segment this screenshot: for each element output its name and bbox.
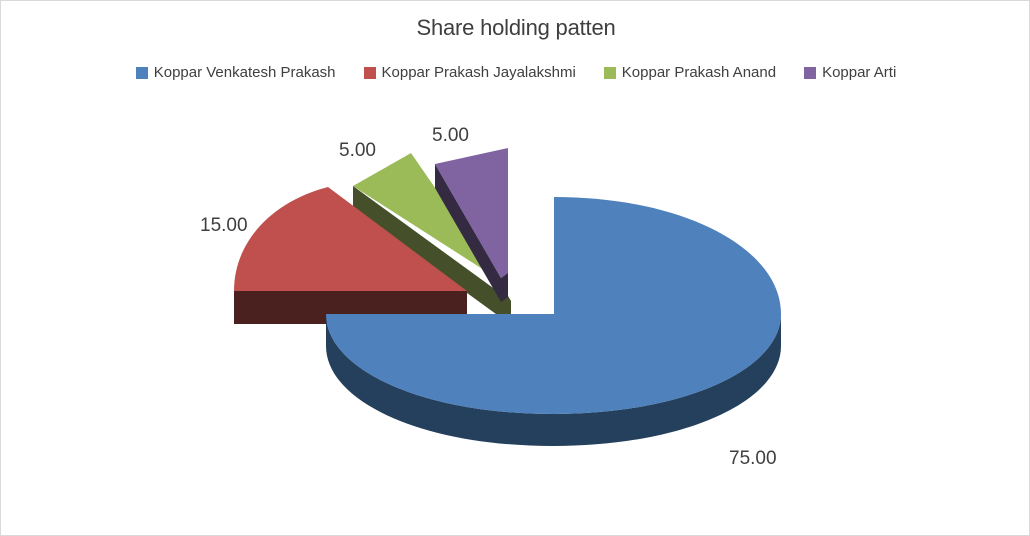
pie-slice-koppar-arti[interactable]: [435, 148, 508, 302]
pie-slice-top-red: [234, 187, 467, 291]
pie-slice-top-purple: [435, 148, 508, 278]
chart-title: Share holding patten: [416, 15, 616, 40]
legend-swatch-icon: [135, 66, 148, 79]
legend-item-koppar-arti[interactable]: Koppar Arti: [804, 64, 896, 81]
legend-item-koppar-venkatesh-prakash[interactable]: Koppar Venkatesh Prakash: [135, 64, 336, 81]
legend-swatch-icon: [363, 66, 376, 79]
pie-slice-side-purple-right: [501, 273, 508, 302]
pie-slice-top-green: [353, 153, 498, 279]
pie-slice-koppar-venkatesh-prakash[interactable]: [326, 197, 781, 446]
legend-item-koppar-prakash-jayalakshmi[interactable]: Koppar Prakash Jayalakshmi: [363, 64, 576, 81]
data-label-koppar-venkatesh-prakash: 75.00: [729, 448, 777, 469]
pie-slice-top-blue: [326, 197, 781, 414]
legend-label: Koppar Venkatesh Prakash: [153, 64, 336, 81]
data-label-koppar-arti: 5.00: [432, 125, 469, 146]
pie-slice-side-green: [353, 186, 511, 325]
legend-label: Koppar Prakash Jayalakshmi: [381, 64, 576, 81]
legend-label: Koppar Prakash Anand: [621, 64, 777, 81]
data-label-koppar-prakash-jayalakshmi: 15.00: [200, 215, 248, 236]
pie-slice-side-blue: [326, 314, 781, 446]
legend-swatch-icon: [603, 66, 616, 79]
chart-legend: Koppar Venkatesh Prakash Koppar Prakash …: [1, 64, 1029, 81]
legend-swatch-icon: [804, 66, 817, 79]
data-label-koppar-prakash-anand: 5.00: [339, 140, 376, 161]
legend-label: Koppar Arti: [822, 64, 897, 81]
pie-slice-side-purple: [435, 164, 501, 302]
legend-item-koppar-prakash-anand[interactable]: Koppar Prakash Anand: [603, 64, 777, 81]
